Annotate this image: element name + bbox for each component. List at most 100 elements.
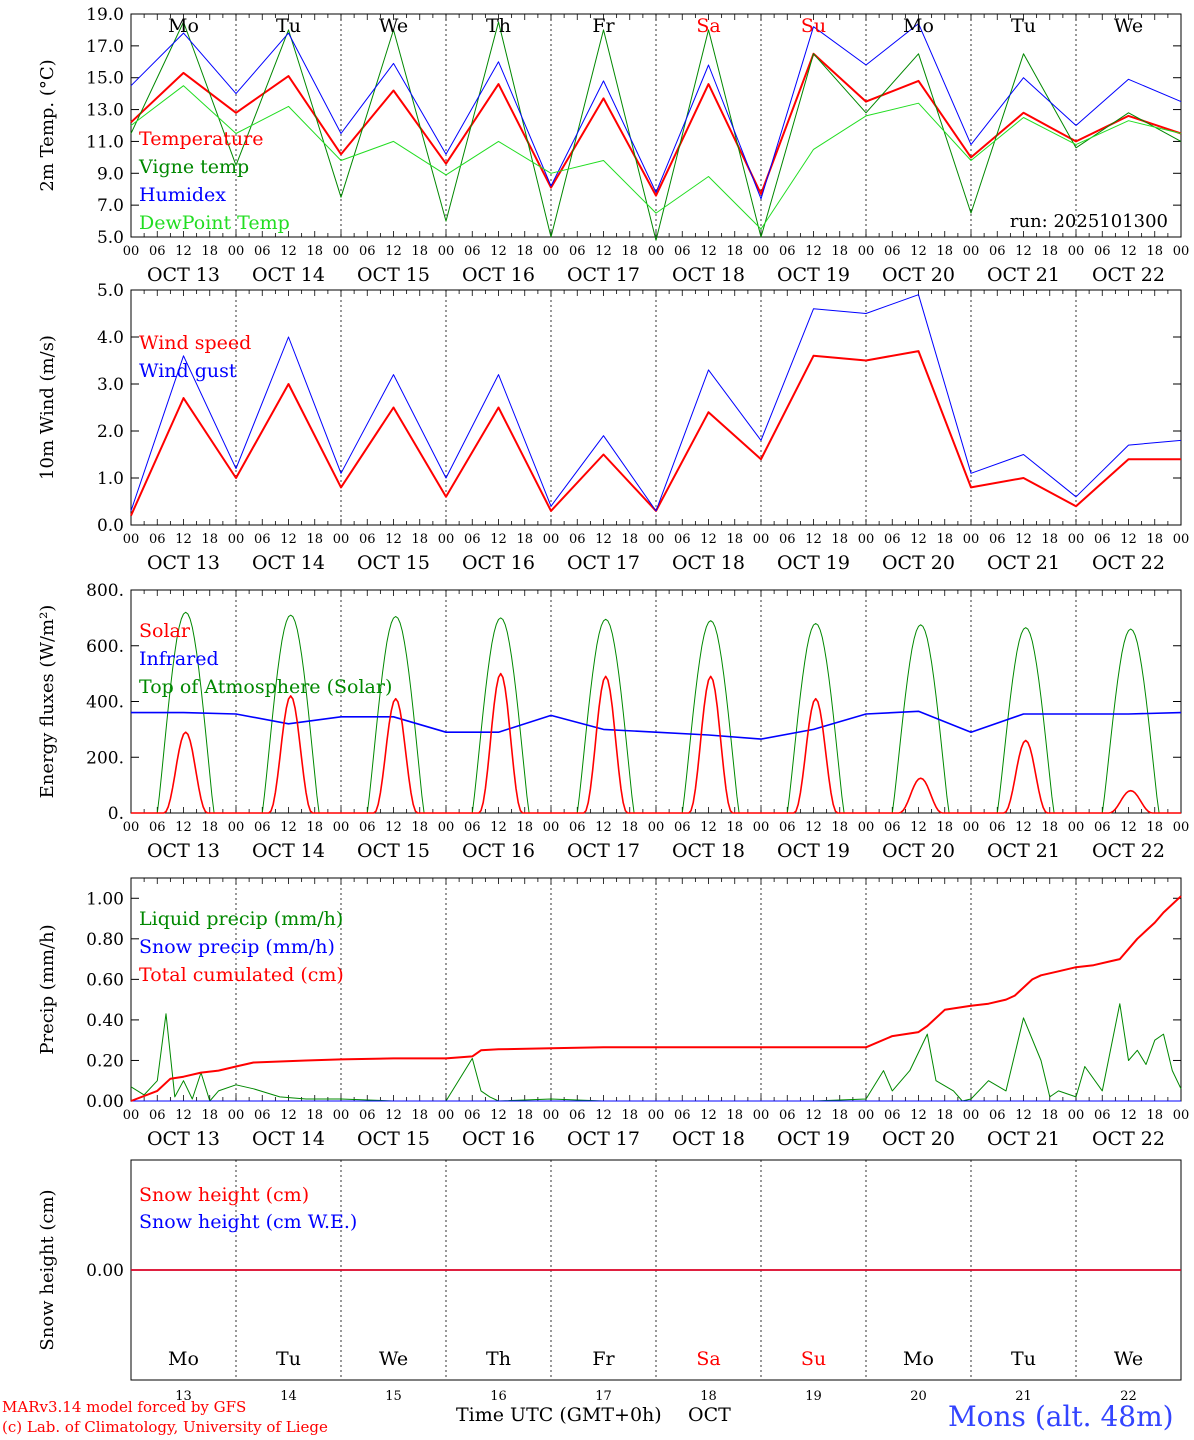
precip-legend-2: Total cumulated (cm) [139, 964, 344, 986]
energy-hour-label: 18 [936, 820, 953, 835]
precip-hour-label: 18 [516, 1108, 533, 1123]
wind-ylabel: 10m Wind (m/s) [37, 335, 58, 480]
precip-hour-label: 00 [333, 1108, 350, 1123]
precip-ytick-label: 0.80 [86, 930, 124, 950]
snow-ylabel: Snow height (cm) [37, 1189, 58, 1350]
temp-date-label: OCT 14 [252, 264, 325, 286]
energy-date-label: OCT 21 [987, 840, 1060, 862]
temp-hour-label: 06 [779, 244, 796, 259]
energy-date-label: OCT 15 [357, 840, 430, 862]
wind-hour-label: 00 [438, 532, 455, 547]
temp-date-label: OCT 15 [357, 264, 430, 286]
wind-ytick-label: 4.0 [97, 328, 124, 348]
precip-date-label: OCT 14 [252, 1128, 325, 1150]
precip-hour-label: 06 [254, 1108, 271, 1123]
snow-weekday-label: Su [801, 1348, 826, 1370]
temp-hour-label: 00 [438, 244, 455, 259]
energy-hour-label: 00 [228, 820, 245, 835]
wind-ytick-label: 3.0 [97, 375, 124, 395]
temp-date-label: OCT 18 [672, 264, 745, 286]
energy-hour-label: 18 [516, 820, 533, 835]
temp-weekday-label: Mo [903, 15, 934, 37]
energy-ylabel: Energy fluxes (W/m²) [37, 605, 58, 799]
precip-hour-label: 00 [753, 1108, 770, 1123]
temp-hour-label: 00 [753, 244, 770, 259]
precip-hour-label: 00 [543, 1108, 560, 1123]
temp-weekday-label: We [1114, 15, 1143, 37]
temp-date-label: OCT 16 [462, 264, 535, 286]
snow-day-number: 22 [1120, 1389, 1137, 1404]
temp-series-2 [130, 23, 1182, 200]
wind-hour-label: 18 [621, 532, 638, 547]
wind-hour-label: 00 [333, 532, 350, 547]
temp-legend-0: Temperature [139, 128, 263, 150]
wind-hour-label: 12 [490, 532, 507, 547]
temp-hour-label: 00 [963, 244, 980, 259]
temp-date-label: OCT 20 [882, 264, 955, 286]
temp-hour-label: 00 [228, 244, 245, 259]
wind-hour-label: 18 [1146, 532, 1163, 547]
temp-series-0 [130, 52, 1182, 197]
temp-ylabel: 2m Temp. (°C) [37, 59, 58, 191]
precip-hour-label: 18 [831, 1108, 848, 1123]
energy-hour-label: 00 [753, 820, 770, 835]
wind-date-label: OCT 22 [1092, 552, 1165, 574]
energy-hour-label: 12 [1015, 820, 1032, 835]
wind-hour-label: 12 [280, 532, 297, 547]
wind-hour-label: 18 [411, 532, 428, 547]
xaxis-label: Time UTC (GMT+0h) [456, 1404, 662, 1426]
temp-ytick-label: 7.0 [97, 196, 124, 216]
precip-series-total [130, 895, 1182, 1102]
snow-weekday-label: We [1114, 1348, 1143, 1370]
temp-hour-label: 18 [516, 244, 533, 259]
temp-hour-label: 12 [490, 244, 507, 259]
precip-date-label: OCT 18 [672, 1128, 745, 1150]
precip-hour-label: 18 [306, 1108, 323, 1123]
temp-hour-label: 00 [1068, 244, 1085, 259]
precip-hour-label: 18 [411, 1108, 428, 1123]
energy-hour-label: 06 [254, 820, 271, 835]
snow-weekday-label: Mo [903, 1348, 934, 1370]
wind-hour-label: 00 [123, 532, 140, 547]
temp-hour-label: 18 [936, 244, 953, 259]
precip-hour-label: 12 [700, 1108, 717, 1123]
wind-hour-label: 12 [805, 532, 822, 547]
wind-hour-label: 00 [963, 532, 980, 547]
snow-legend-1: Snow height (cm W.E.) [139, 1211, 357, 1233]
energy-date-label: OCT 16 [462, 840, 535, 862]
temp-hour-label: 06 [254, 244, 271, 259]
precip-date-label: OCT 20 [882, 1128, 955, 1150]
precip-hour-label: 12 [910, 1108, 927, 1123]
temp-hour-label: 18 [306, 244, 323, 259]
wind-hour-label: 06 [254, 532, 271, 547]
temp-hour-label: 12 [910, 244, 927, 259]
precip-hour-label: 18 [1146, 1108, 1163, 1123]
wind-hour-label: 06 [989, 532, 1006, 547]
temp-hour-label: 18 [831, 244, 848, 259]
temp-hour-label: 12 [175, 244, 192, 259]
temp-hour-label: 06 [674, 244, 691, 259]
precip-hour-label: 12 [280, 1108, 297, 1123]
wind-hour-label: 12 [385, 532, 402, 547]
precip-hour-label: 06 [779, 1108, 796, 1123]
precip-hour-label: 06 [884, 1108, 901, 1123]
snow-weekday-label: Fr [592, 1348, 615, 1370]
wind-ytick-label: 0.0 [97, 516, 124, 536]
temp-legend-2: Humidex [139, 184, 226, 206]
energy-hour-label: 12 [805, 820, 822, 835]
energy-date-label: OCT 18 [672, 840, 745, 862]
precip-ylabel: Precip (mm/h) [37, 924, 58, 1054]
temp-weekday-label: Tu [276, 15, 301, 37]
temp-ytick-label: 13.0 [86, 101, 124, 121]
energy-ytick-label: 200. [86, 748, 124, 768]
wind-date-label: OCT 13 [147, 552, 220, 574]
temp-hour-label: 12 [280, 244, 297, 259]
wind-date-label: OCT 18 [672, 552, 745, 574]
precip-hour-label: 18 [201, 1108, 218, 1123]
energy-hour-label: 18 [726, 820, 743, 835]
energy-hour-label: 18 [1146, 820, 1163, 835]
wind-hour-label: 00 [753, 532, 770, 547]
energy-hour-label: 12 [910, 820, 927, 835]
energy-legend-2: Top of Atmosphere (Solar) [139, 676, 392, 698]
temp-hour-label: 12 [1120, 244, 1137, 259]
